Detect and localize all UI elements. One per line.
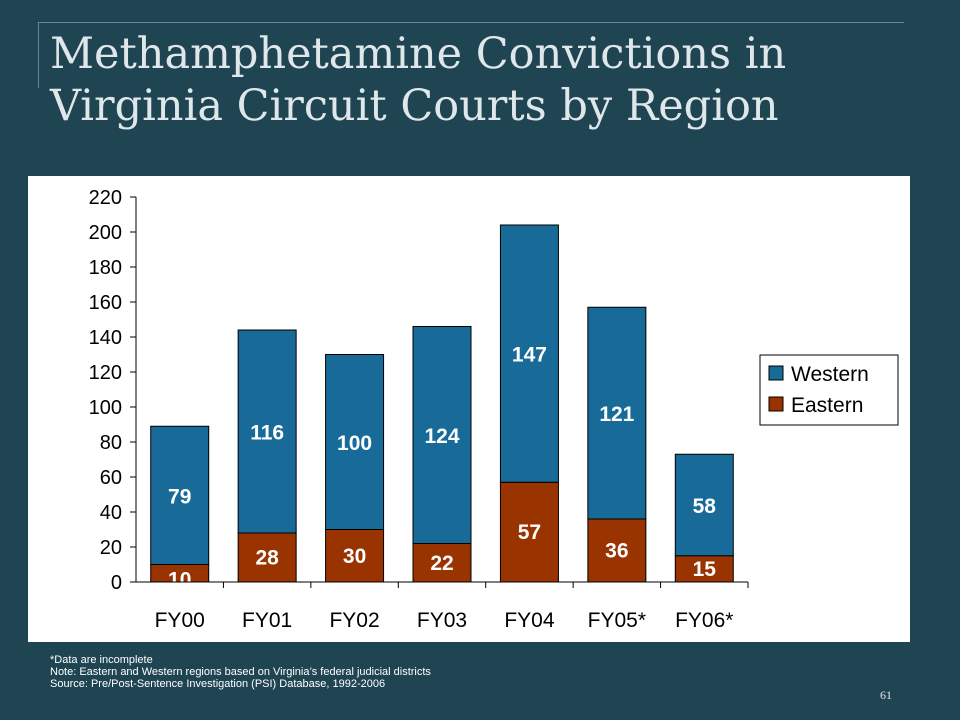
x-tick-label: FY00 (155, 609, 205, 632)
y-tick-label: 80 (100, 432, 122, 454)
legend-swatch-eastern (768, 396, 784, 412)
data-label-eastern: 30 (343, 545, 366, 568)
data-label-eastern: 15 (693, 558, 717, 581)
data-label-western: 116 (250, 422, 284, 445)
legend: Western Eastern (759, 354, 899, 426)
footnote-source: Source: Pre/Post-Sentence Investigation … (50, 678, 386, 690)
y-tick-label: 200 (89, 222, 122, 244)
title-left-rule (38, 22, 39, 88)
bar-western (150, 425, 210, 565)
footnotes: *Data are incomplete Note: Eastern and W… (50, 654, 750, 690)
x-tick-label: FY04 (504, 609, 555, 632)
data-label-eastern: 10 (168, 568, 191, 591)
data-label-western: 79 (168, 485, 191, 508)
x-tick-label: FY01 (242, 609, 292, 632)
x-tick-label: FY06* (675, 609, 733, 632)
bar-eastern (412, 543, 472, 583)
x-tick-label: FY03 (417, 609, 467, 632)
bars: 10 79 28 116 30 100 22 124 57 147 36 121 15 58 (150, 224, 734, 591)
data-label-western: 124 (424, 425, 459, 448)
data-label-western: 100 (337, 432, 372, 455)
x-tick-label: FY05* (588, 609, 646, 632)
legend-label-western: Western (791, 363, 869, 386)
legend-label-eastern: Eastern (791, 394, 863, 417)
y-axis: 0 20 40 60 80 100 120 140 160 180 200 220 (89, 187, 137, 594)
bar-western (499, 224, 559, 483)
data-label-western: 58 (693, 495, 717, 518)
data-label-western: 147 (512, 344, 547, 367)
bar-western (587, 306, 647, 520)
data-label-eastern: 57 (518, 521, 541, 544)
y-tick-label: 40 (100, 502, 122, 524)
bar-western (412, 326, 472, 544)
data-label-eastern: 36 (605, 540, 628, 563)
footnote-incomplete: *Data are incomplete (50, 654, 153, 666)
slide-title: Methamphetamine Convictions in Virginia … (50, 28, 910, 132)
data-label-eastern: 28 (255, 547, 279, 570)
legend-swatch-western (768, 365, 784, 381)
y-tick-label: 180 (89, 257, 122, 279)
data-label-eastern: 22 (430, 552, 453, 575)
bar-eastern (587, 518, 647, 583)
y-tick-label: 120 (89, 362, 122, 384)
y-tick-label: 100 (89, 397, 122, 419)
y-tick-label: 160 (89, 292, 122, 314)
slide-title-line-2: Virginia Circuit Courts by Region (50, 81, 779, 131)
bar-western (325, 354, 385, 530)
y-tick-label: 0 (111, 572, 122, 594)
footnote-note: Note: Eastern and Western regions based … (50, 666, 431, 678)
data-label-western: 121 (599, 403, 634, 426)
page-number: 61 (880, 688, 892, 702)
bar-eastern (674, 555, 734, 583)
y-tick-label: 20 (100, 537, 122, 559)
x-axis: FY00 FY01 FY02 FY03 FY04 FY05* FY06* (136, 581, 749, 632)
y-tick-label: 60 (100, 467, 122, 489)
title-top-rule (38, 22, 904, 23)
bar-western (237, 329, 297, 534)
y-tick-label: 140 (89, 327, 122, 349)
x-tick-label: FY02 (329, 609, 379, 632)
bar-western (674, 453, 734, 557)
y-tick-label: 220 (89, 187, 122, 209)
slide-title-line-1: Methamphetamine Convictions in (50, 29, 787, 79)
